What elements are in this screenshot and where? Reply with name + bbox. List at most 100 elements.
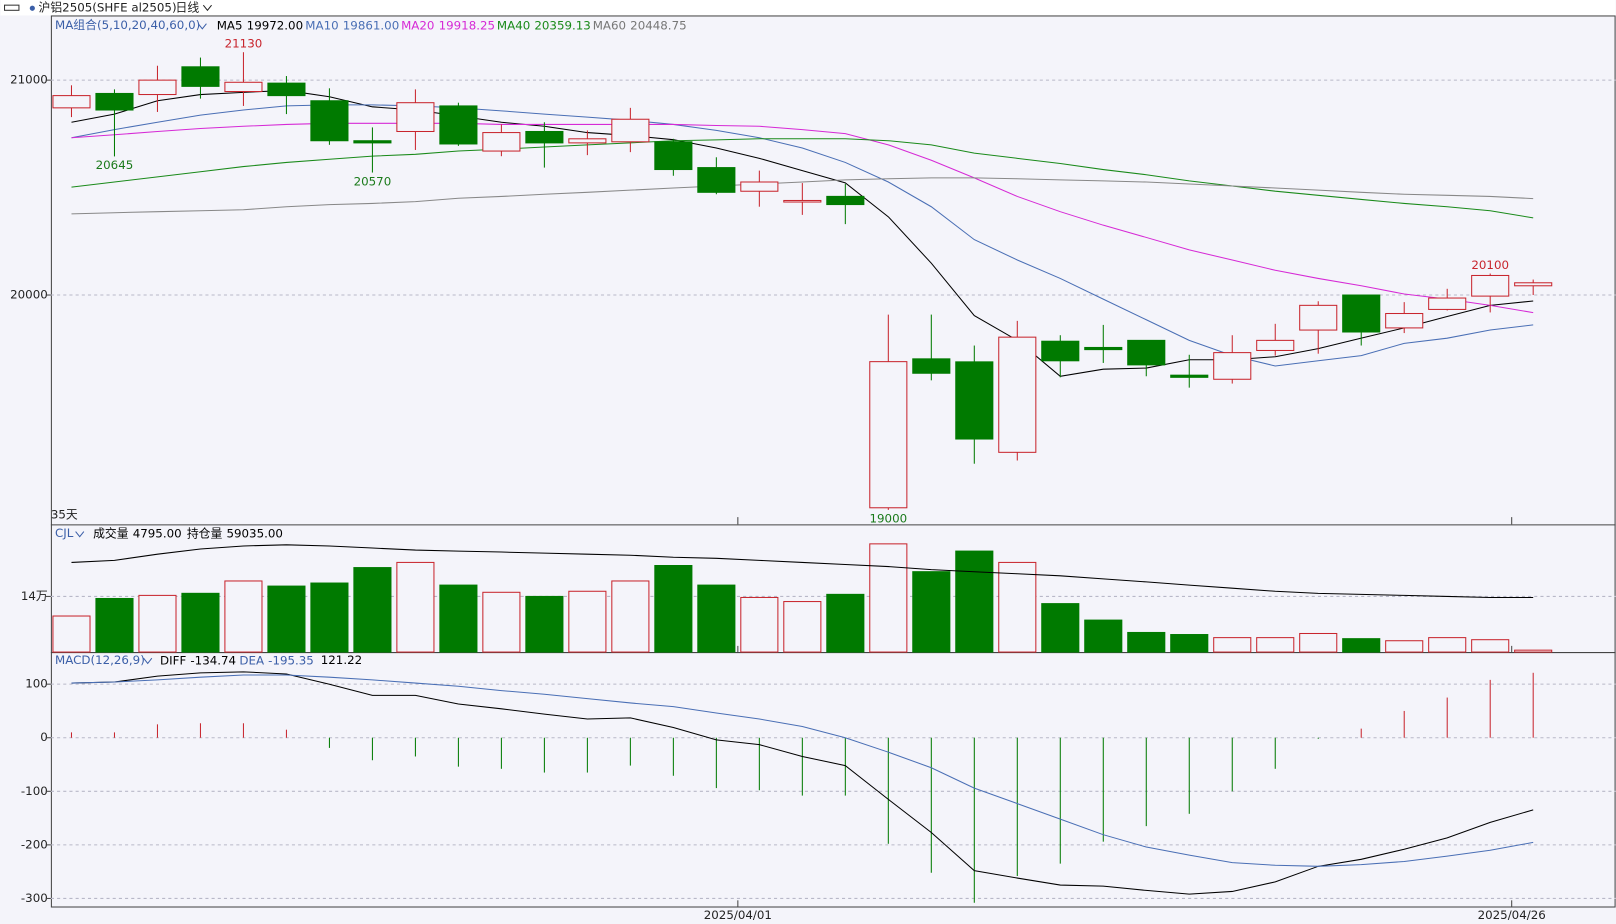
candle-body — [654, 141, 693, 171]
legend-name: 成交量 — [93, 526, 129, 540]
volume-bar — [353, 567, 392, 653]
legend-entry: MA10 19861.00 — [305, 18, 399, 32]
volume-bar — [1170, 634, 1209, 653]
y-tick-label: -300 — [21, 891, 48, 905]
volume-bar — [396, 561, 435, 653]
volume-bar — [1084, 619, 1123, 653]
legend-name: MA5 — [217, 18, 243, 32]
y-tick-label: 0 — [40, 730, 48, 744]
volume-bar — [955, 550, 994, 653]
candle-body — [95, 92, 134, 111]
candle-body — [482, 132, 521, 152]
legend-value: -195.35 — [268, 653, 314, 667]
volume-bar — [52, 615, 91, 653]
legend-entry: DIFF -134.74 — [160, 653, 236, 667]
indicator-line — [71, 89, 1534, 377]
legend-entry: DEA -195.35 — [239, 653, 313, 667]
candle-body — [1170, 374, 1209, 378]
legend-name: 持仓量 — [187, 526, 223, 540]
candle-body — [1514, 282, 1553, 287]
legend-name: DEA — [239, 653, 264, 667]
y-tick-label: 14万 — [21, 589, 48, 603]
candle-body — [1342, 294, 1381, 333]
indicator-label[interactable]: MA组合(5,10,20,40,60,0) — [55, 18, 200, 32]
volume-bar — [568, 590, 607, 653]
status-dot — [29, 5, 35, 11]
low-label: 20570 — [354, 174, 392, 188]
x-tick-label: 2025/04/26 — [1478, 908, 1546, 922]
volume-bar — [1428, 637, 1467, 653]
volume-bar — [1342, 638, 1381, 653]
volume-bar — [912, 571, 951, 653]
dropdown-icon[interactable] — [202, 4, 212, 12]
volume-bar — [1041, 603, 1080, 653]
volume-bar — [224, 580, 263, 653]
volume-bar — [740, 596, 779, 653]
candle-body — [439, 105, 478, 145]
legend-name: MA10 — [305, 18, 338, 32]
y-tick-label: -200 — [21, 837, 48, 851]
volume-bar — [95, 597, 134, 653]
legend-entry: 成交量 4795.00 — [93, 526, 182, 540]
candle-body — [1041, 340, 1080, 362]
legend-entry: MA40 20359.13 — [497, 18, 591, 32]
volume-bar — [783, 601, 822, 653]
candle-body — [1471, 274, 1510, 297]
candle-body — [224, 81, 263, 93]
low-label: 19000 — [869, 512, 907, 526]
dropdown-icon[interactable] — [197, 23, 207, 30]
volume-bar — [310, 582, 349, 653]
volume-bar — [826, 593, 865, 653]
indicator-label[interactable]: CJL — [55, 526, 74, 540]
y-tick-label: 100 — [25, 677, 48, 691]
legend-value: 19972.00 — [247, 18, 303, 32]
y-tick-label: -100 — [21, 784, 48, 798]
volume-bar — [611, 580, 650, 653]
candle-body — [1299, 304, 1338, 331]
indicator-label[interactable]: MACD(12,26,9) — [55, 653, 145, 667]
volume-bar — [267, 585, 306, 653]
legend-value: 121.22 — [321, 653, 362, 667]
legend-name: MA60 — [593, 18, 626, 32]
indicator-line — [71, 671, 1534, 895]
legend-value: 20359.13 — [534, 18, 590, 32]
dropdown-icon[interactable] — [75, 531, 85, 538]
candle-body — [869, 361, 908, 509]
volume-bar — [1127, 631, 1166, 653]
volume-bar — [1299, 632, 1338, 653]
indicator-line — [71, 674, 1534, 867]
volume-bar — [1385, 640, 1424, 653]
legend-entry: MA5 19972.00 — [217, 18, 303, 32]
candle-body — [697, 167, 736, 193]
legend-value: 59035.00 — [226, 526, 282, 540]
candle-body — [1127, 339, 1166, 366]
volume-bar — [998, 561, 1037, 653]
candle-body — [525, 130, 564, 144]
candle-body — [310, 100, 349, 142]
volume-bar — [1471, 639, 1510, 653]
candle-body — [826, 195, 865, 206]
legend-value: 20448.75 — [630, 18, 686, 32]
candle-body — [181, 66, 220, 87]
dropdown-icon[interactable] — [143, 657, 153, 665]
candle-body — [912, 358, 951, 374]
candle-body — [1256, 339, 1295, 351]
symbol: 沪铝2505(SHFE al2505) — [39, 1, 177, 15]
volume-bar — [482, 591, 521, 653]
y-tick-label: 20000 — [10, 288, 48, 302]
candle-body — [955, 361, 994, 440]
legend-name: MA20 — [401, 18, 434, 32]
candle-body — [1428, 297, 1467, 310]
legend-value: 19918.25 — [439, 18, 495, 32]
candle-body — [52, 95, 91, 109]
period-count: 35天 — [51, 508, 78, 522]
x-tick-label: 2025/04/01 — [704, 908, 772, 922]
high-label: 20100 — [1471, 258, 1509, 272]
candle-body — [267, 82, 306, 97]
menu-icon[interactable] — [4, 4, 20, 11]
period[interactable]: 日线 — [176, 1, 200, 15]
high-label: 21130 — [225, 36, 263, 50]
candle-body — [568, 138, 607, 144]
legend-name: MA40 — [497, 18, 530, 32]
